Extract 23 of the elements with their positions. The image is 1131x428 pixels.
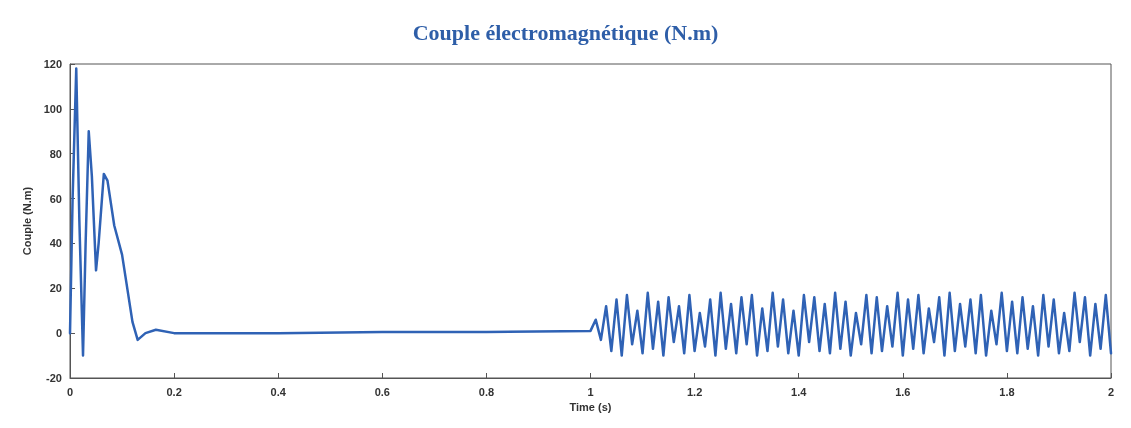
line-series (68, 67, 1113, 357)
x-tick-label: 0.6 (374, 385, 390, 398)
x-tick-label: 1.4 (791, 385, 808, 398)
y-tick-label: 80 (49, 147, 62, 160)
chart-title: Couple électromagnétique (N.m) (412, 19, 719, 45)
x-tick-label: 0.8 (478, 385, 495, 398)
y-tick-label: 100 (43, 102, 62, 115)
x-tick-label: 1 (587, 385, 594, 398)
y-axis-title: Couple (N.m) (21, 186, 34, 256)
x-tick-label: 0 (66, 385, 74, 398)
x-axis-title: Time (s) (569, 401, 612, 414)
x-tick-label: 0.2 (166, 385, 182, 398)
x-tick-label: 1.8 (999, 385, 1015, 398)
y-tick-label: 60 (49, 192, 62, 205)
y-tick-label: 20 (49, 282, 62, 295)
y-tick-label: 120 (43, 58, 62, 70)
x-tick-label: 0.4 (270, 385, 287, 398)
x-tick-label: 1.2 (686, 385, 703, 398)
y-tick-label: 40 (49, 237, 62, 250)
y-tick-label: -20 (46, 372, 62, 384)
x-tick-label: 2 (1107, 385, 1115, 398)
y-tick-label: 0 (55, 327, 62, 340)
x-tick-label: 1.6 (895, 385, 911, 398)
